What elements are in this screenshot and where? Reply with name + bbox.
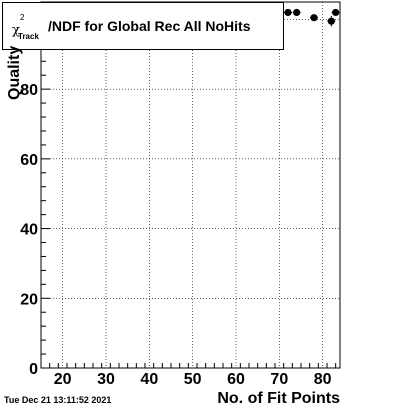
y-tick-label: 20 <box>20 291 38 308</box>
data-point <box>327 17 335 25</box>
plot-frame <box>40 1 341 369</box>
y-tick-label: 80 <box>20 82 38 99</box>
x-tick-label: 50 <box>184 371 202 388</box>
x-tick-label: 60 <box>227 371 245 388</box>
x-tick-label: 40 <box>140 371 158 388</box>
y-tick-label: 60 <box>20 152 38 169</box>
x-tick-label: 30 <box>97 371 115 388</box>
timestamp: Tue Dec 21 13:11:52 2021 <box>4 395 112 405</box>
y-axis-label: Quality <box>6 45 23 100</box>
x-tick-label: 80 <box>314 371 332 388</box>
x-axis-label: No. of Fit Points <box>217 390 340 407</box>
chart-title: /NDF for Global Rec All NoHits <box>48 18 251 34</box>
data-point <box>293 8 301 17</box>
x-tick-label: 20 <box>54 371 72 388</box>
title-subscript: Track <box>18 32 39 41</box>
title-chi-symbol: χ <box>12 23 20 38</box>
y-tick-label: 40 <box>20 222 38 239</box>
data-point <box>310 14 318 22</box>
data-point <box>332 8 340 17</box>
data-point <box>284 8 292 17</box>
y-tick-label: 0 <box>29 361 38 378</box>
title-superscript: 2 <box>20 13 25 22</box>
chart-title-box: χ 2 Track /NDF for Global Rec All NoHits <box>2 2 284 50</box>
x-tick-label: 70 <box>270 371 288 388</box>
